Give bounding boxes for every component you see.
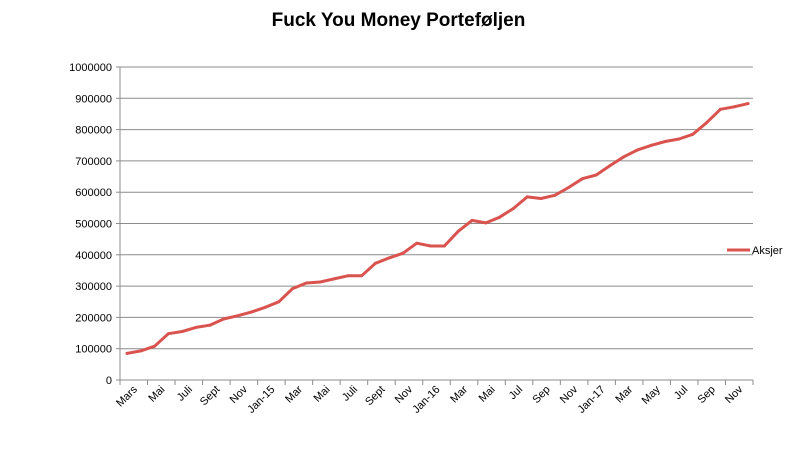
- x-tick-label: Sep: [530, 384, 552, 406]
- y-tick-label: 900000: [75, 93, 112, 105]
- data-point: [636, 148, 640, 152]
- data-point: [304, 281, 308, 285]
- data-point: [525, 195, 529, 199]
- y-tick-label: 500000: [75, 219, 112, 231]
- data-point: [567, 186, 571, 190]
- x-tick-label: Nov: [393, 383, 416, 406]
- x-tick-label: Mai: [312, 384, 333, 405]
- data-point: [456, 229, 460, 233]
- y-tick-label: 100000: [75, 344, 112, 356]
- data-point: [125, 351, 129, 355]
- data-point: [318, 280, 322, 284]
- data-point: [442, 244, 446, 248]
- legend: Aksjer: [727, 245, 783, 257]
- y-tick-label: 600000: [75, 187, 112, 199]
- data-point: [622, 155, 626, 159]
- x-tick-label: Mar: [448, 383, 470, 405]
- data-point: [208, 323, 212, 327]
- x-tick-label: May: [640, 383, 664, 407]
- x-tick-label: Jan-17: [575, 384, 607, 416]
- y-tick-label: 800000: [75, 125, 112, 137]
- data-point: [553, 193, 557, 197]
- y-tick-label: 400000: [75, 250, 112, 262]
- x-tick-label: Nov: [228, 383, 251, 406]
- x-tick-label: Nov: [558, 383, 581, 406]
- data-point: [139, 349, 143, 353]
- data-point: [222, 317, 226, 321]
- data-point: [498, 215, 502, 219]
- y-tick-label: 200000: [75, 312, 112, 324]
- x-tick-label: Mai: [477, 384, 498, 405]
- data-point: [732, 105, 736, 109]
- x-tick-label: Mai: [146, 384, 167, 405]
- chart-title: Fuck You Money Porteføljen: [271, 10, 526, 31]
- x-tick-label: Mars: [114, 383, 140, 409]
- y-tick-label: 1000000: [69, 62, 112, 74]
- data-point: [663, 139, 667, 143]
- data-point: [194, 325, 198, 329]
- x-tick-label: Sep: [696, 384, 718, 406]
- data-point: [332, 277, 336, 281]
- x-tick-label: Nov: [723, 383, 746, 406]
- grid-lines: [120, 66, 753, 381]
- x-tick-label: Sept: [363, 384, 387, 408]
- y-axis: 0 100000 200000 300000 400000 500000 600000 700…: [69, 62, 121, 387]
- data-point: [373, 261, 377, 265]
- series-layer: [125, 102, 750, 355]
- data-point: [166, 332, 170, 336]
- data-point: [360, 274, 364, 278]
- data-point: [608, 164, 612, 168]
- data-point: [580, 177, 584, 181]
- data-point: [594, 173, 598, 177]
- x-tick-label: Jul: [507, 384, 525, 402]
- data-point: [718, 107, 722, 111]
- data-point: [180, 329, 184, 333]
- y-tick-label: 700000: [75, 156, 112, 168]
- x-tick-label: Mar: [283, 383, 305, 405]
- x-tick-label: Juli: [340, 384, 360, 404]
- x-tick-label: Jul: [672, 384, 690, 402]
- data-point: [746, 102, 750, 106]
- data-point: [249, 310, 253, 314]
- data-point: [484, 221, 488, 225]
- data-point: [429, 244, 433, 248]
- data-point: [677, 137, 681, 141]
- data-point: [470, 218, 474, 222]
- data-point: [705, 121, 709, 125]
- series-line: [125, 102, 750, 355]
- x-tick-label: Juli: [175, 384, 195, 404]
- data-point: [153, 344, 157, 348]
- data-point: [401, 251, 405, 255]
- x-tick-label: Jan-16: [410, 384, 442, 416]
- x-tick-label: Sept: [198, 384, 222, 408]
- data-point: [235, 314, 239, 318]
- data-point: [263, 305, 267, 309]
- y-tick-label: 300000: [75, 281, 112, 293]
- data-point: [539, 196, 543, 200]
- x-tick-label: Jan-15: [245, 384, 277, 416]
- legend-label: Aksjer: [752, 245, 783, 257]
- data-point: [277, 300, 281, 304]
- data-point: [387, 256, 391, 260]
- x-tick-label: Mar: [613, 383, 635, 405]
- data-point: [649, 143, 653, 147]
- y-tick-label: 0: [106, 375, 112, 387]
- data-point: [511, 206, 515, 210]
- data-point: [415, 241, 419, 245]
- data-point: [291, 287, 295, 291]
- data-point: [691, 132, 695, 136]
- data-point: [346, 274, 350, 278]
